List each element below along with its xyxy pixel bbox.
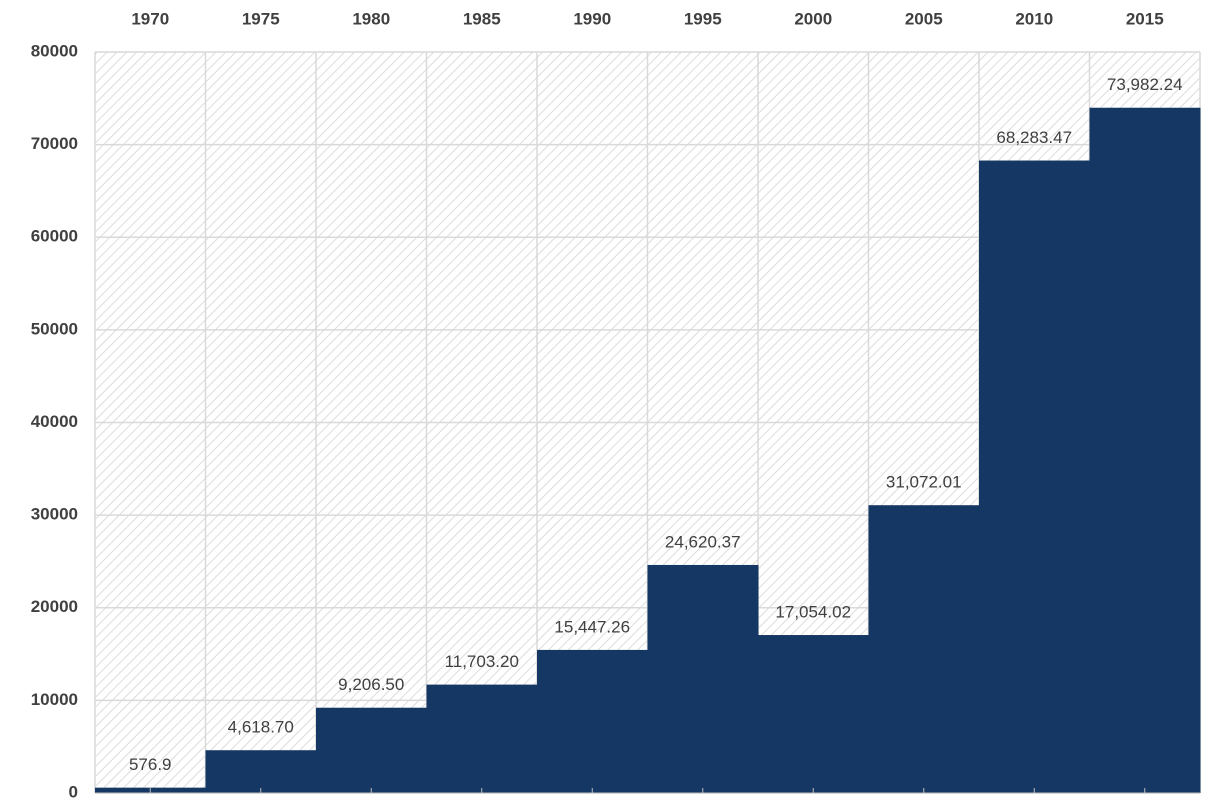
- x-tick-label: 1985: [463, 9, 501, 28]
- x-tick-label: 1980: [352, 9, 390, 28]
- bar: [205, 750, 317, 793]
- y-tick-label: 80000: [31, 41, 78, 60]
- x-tick-label: 1990: [573, 9, 611, 28]
- x-tick-label: 1975: [242, 9, 280, 28]
- data-label: 4,618.70: [228, 718, 294, 737]
- bar: [537, 649, 648, 793]
- y-tick-label: 0: [69, 782, 78, 798]
- data-label: 24,620.37: [665, 532, 741, 551]
- data-label: 31,072.01: [886, 473, 962, 492]
- data-label: 11,703.20: [445, 652, 519, 671]
- y-tick-label: 20000: [31, 597, 78, 616]
- y-tick-label: 30000: [31, 505, 78, 524]
- bar: [758, 635, 869, 793]
- data-label: 73,982.24: [1107, 75, 1183, 94]
- bar: [316, 707, 427, 793]
- x-tick-label: 1995: [684, 9, 722, 28]
- data-label: 68,283.47: [996, 128, 1072, 147]
- bar: [1089, 107, 1201, 793]
- bar: [979, 160, 1090, 793]
- x-tick-label: 2015: [1126, 9, 1164, 28]
- data-label: 9,206.50: [338, 675, 404, 694]
- x-tick-label: 2010: [1015, 9, 1053, 28]
- bar: [647, 564, 759, 793]
- y-tick-label: 10000: [31, 690, 78, 709]
- x-tick-label: 2005: [905, 9, 943, 28]
- data-label: 15,447.26: [554, 617, 630, 636]
- y-tick-label: 60000: [31, 227, 78, 246]
- y-tick-label: 70000: [31, 134, 78, 153]
- y-tick-label: 50000: [31, 319, 78, 338]
- bar: [868, 505, 980, 793]
- data-label: 576.9: [129, 755, 172, 774]
- y-tick-label: 40000: [31, 412, 78, 431]
- bar: [426, 684, 538, 793]
- data-label: 17,054.02: [775, 603, 851, 622]
- x-tick-label: 1970: [131, 9, 169, 28]
- x-tick-label: 2000: [794, 9, 832, 28]
